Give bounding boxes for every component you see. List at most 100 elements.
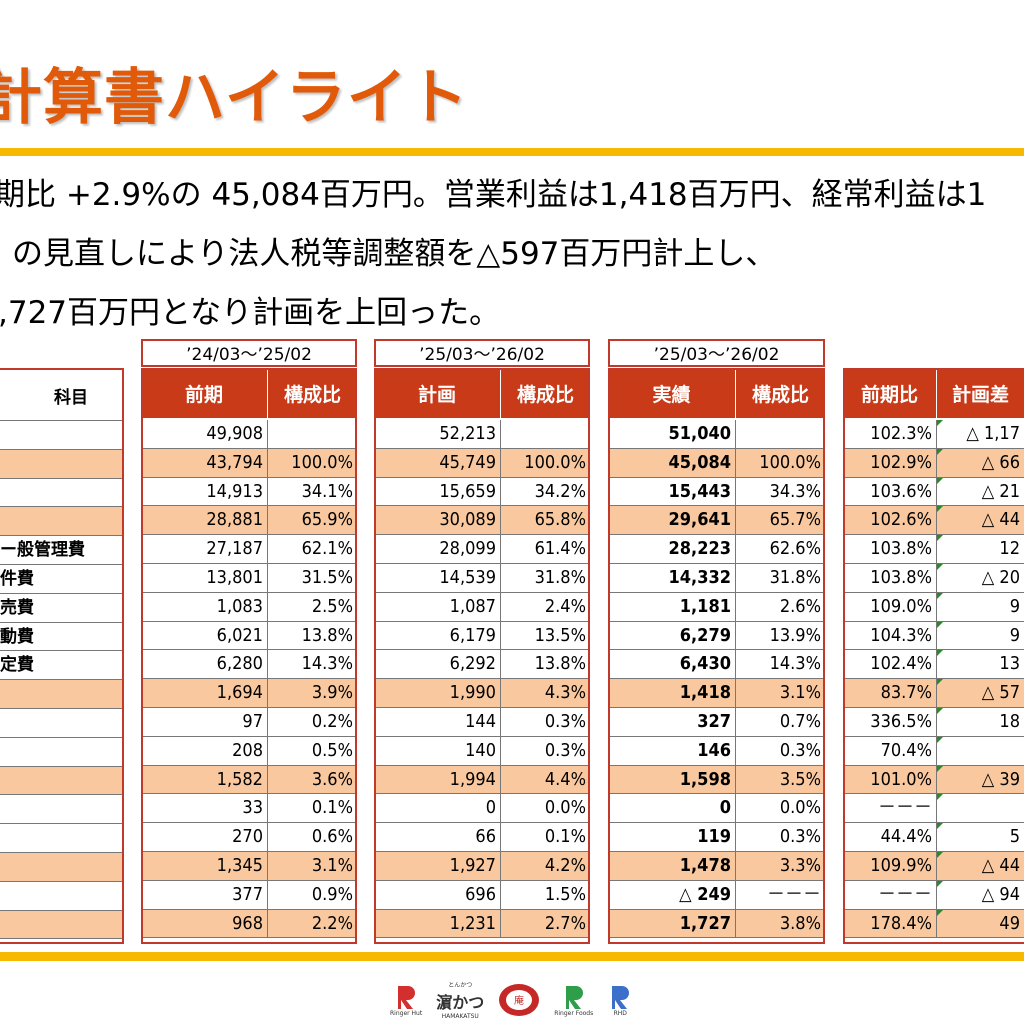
cell-prev-ratio: 65.9%	[301, 509, 353, 531]
cell-actual-ratio: 3.5%	[779, 768, 821, 790]
cell-plan-ratio: 13.5%	[534, 624, 586, 646]
cell-prev-ratio: 0.6%	[311, 826, 353, 848]
cell-actual: 0	[608, 794, 736, 823]
table-row: 28,223 62.6%	[608, 535, 825, 564]
cell-yoy: 102.4%	[843, 650, 937, 679]
cell-plan-ratio: 4.4%	[544, 768, 586, 790]
rhd-logo: RHD	[607, 984, 633, 1017]
cell-actual-ratio: 14.3%	[769, 653, 821, 675]
table-row: 13,801 31.5%	[141, 563, 357, 593]
hamakatsu-logo: とんかつ 濵かつ HAMAKATSU	[436, 980, 484, 1020]
cell-plan: 6,292	[374, 650, 501, 679]
cell-yoy: 109.9%	[843, 851, 937, 880]
svg-text:庵: 庵	[514, 994, 524, 1007]
cell-plan-ratio: 65.8%	[534, 509, 586, 531]
label-header: 科目	[0, 370, 122, 421]
cell-diff	[937, 794, 1024, 822]
cell-prev: 1,083	[141, 592, 268, 621]
table-row: 1,345 3.1%	[141, 851, 357, 881]
cell-plan-ratio: 31.8%	[534, 566, 586, 588]
cell-actual-ratio: 0.3%	[779, 739, 821, 761]
table-row: －－－	[843, 794, 1024, 824]
cell-actual: 28,223	[608, 535, 736, 563]
table-row: 336.5% 18	[843, 707, 1024, 737]
table-row: 1,990 4.3%	[374, 679, 590, 708]
table-row: 1,083 2.5%	[141, 592, 357, 622]
header-prev: 前期 構成比	[141, 368, 357, 418]
ringerfoods-logo: Ringer Foods	[554, 984, 593, 1017]
header-plan-ratio: 構成比	[516, 383, 574, 406]
table-row: 144 0.3%	[374, 707, 590, 737]
label-row	[0, 882, 122, 911]
table-row: 208 0.5%	[141, 736, 357, 766]
cell-actual: 1,598	[608, 765, 736, 794]
table-row: 968 2.2%	[141, 909, 357, 939]
cell-actual-ratio: 31.8%	[769, 566, 821, 588]
table-row: 0 0.0%	[374, 794, 590, 824]
table-row: 83.7% △ 57	[843, 679, 1024, 708]
cell-plan: 1,927	[374, 851, 501, 880]
table-row: 1,478 3.3%	[608, 851, 825, 881]
table-row: 1,727 3.8%	[608, 909, 825, 939]
cell-diff: 12	[937, 535, 1024, 563]
cell-prev-ratio: 0.9%	[311, 883, 353, 905]
cell-prev: 14,913	[141, 477, 268, 506]
cell-yoy: 44.4%	[843, 823, 937, 851]
cell-plan-ratio: 100.0%	[524, 451, 586, 473]
table-row: 27,187 62.1%	[141, 535, 357, 564]
cell-actual-ratio: 62.6%	[769, 538, 821, 560]
cell-actual-ratio: 0.3%	[779, 826, 821, 848]
cell-prev-ratio: 0.2%	[311, 710, 353, 732]
table-row: 6,430 14.3%	[608, 650, 825, 680]
ringerhut-logo-text: Ringer Hut	[390, 1009, 423, 1017]
cell-plan: 15,659	[374, 477, 501, 506]
table-row: 1,418 3.1%	[608, 679, 825, 708]
period-caption-prev: ’24/03～’25/02	[141, 339, 357, 367]
cell-diff: △ 57	[937, 679, 1024, 707]
table-row: 1,181 2.6%	[608, 592, 825, 622]
label-row: 動費	[0, 623, 122, 652]
cell-actual-ratio: 3.8%	[779, 912, 821, 934]
cell-actual: 1,181	[608, 592, 736, 621]
cell-yoy: 178.4%	[843, 909, 937, 938]
cell-diff: △ 39	[937, 765, 1024, 794]
cell-actual: 6,279	[608, 621, 736, 650]
footer-logos: Ringer Hut とんかつ 濵かつ HAMAKATSU 庵 Ringer F…	[390, 980, 633, 1020]
cell-actual-ratio: 0.0%	[779, 797, 821, 819]
header-actual: 実績 構成比	[608, 368, 825, 418]
table-row: 104.3% 9	[843, 621, 1024, 651]
label-row: 件費	[0, 565, 122, 594]
hamakatsu-ruby: とんかつ	[448, 982, 473, 989]
cell-prev: 377	[141, 880, 268, 909]
table-row: 109.9% △ 44	[843, 851, 1024, 881]
cell-plan: 66	[374, 823, 501, 851]
table-row: 45,084 100.0%	[608, 448, 825, 478]
cell-actual: 15,443	[608, 477, 736, 506]
cell-actual-ratio: 34.3%	[769, 480, 821, 502]
label-row	[0, 421, 122, 450]
label-row: ー般管理費	[0, 536, 122, 565]
period-caption-plan: ’25/03～’26/02	[374, 339, 590, 367]
cell-actual: 1,478	[608, 851, 736, 880]
table-row: －－－ △ 94	[843, 880, 1024, 910]
cell-plan: 1,990	[374, 679, 501, 707]
cell-actual-ratio: 65.7%	[769, 509, 821, 531]
cell-yoy: 83.7%	[843, 679, 937, 707]
label-row	[0, 795, 122, 825]
cell-diff: 49	[937, 909, 1024, 938]
cell-plan-ratio: 4.3%	[544, 682, 586, 704]
seal-logo: 庵	[498, 982, 540, 1018]
cell-prev: 13,801	[141, 563, 268, 592]
cell-prev: 270	[141, 823, 268, 851]
cell-plan: 14,539	[374, 563, 501, 592]
rows-compare: 102.3% △ 1,17 102.9% △ 66 103.6% △ 21 102.6% △ …	[843, 420, 1024, 939]
table-row: 6,279 13.9%	[608, 621, 825, 651]
table-row: 6,292 13.8%	[374, 650, 590, 680]
cell-diff: 13	[937, 650, 1024, 678]
header-compare: 前期比 計画差	[843, 368, 1024, 418]
table-row: 178.4% 49	[843, 909, 1024, 939]
label-row	[0, 449, 122, 479]
cell-diff	[937, 736, 1024, 765]
cell-prev-ratio: 31.5%	[301, 566, 353, 588]
cell-plan-ratio	[501, 420, 590, 448]
